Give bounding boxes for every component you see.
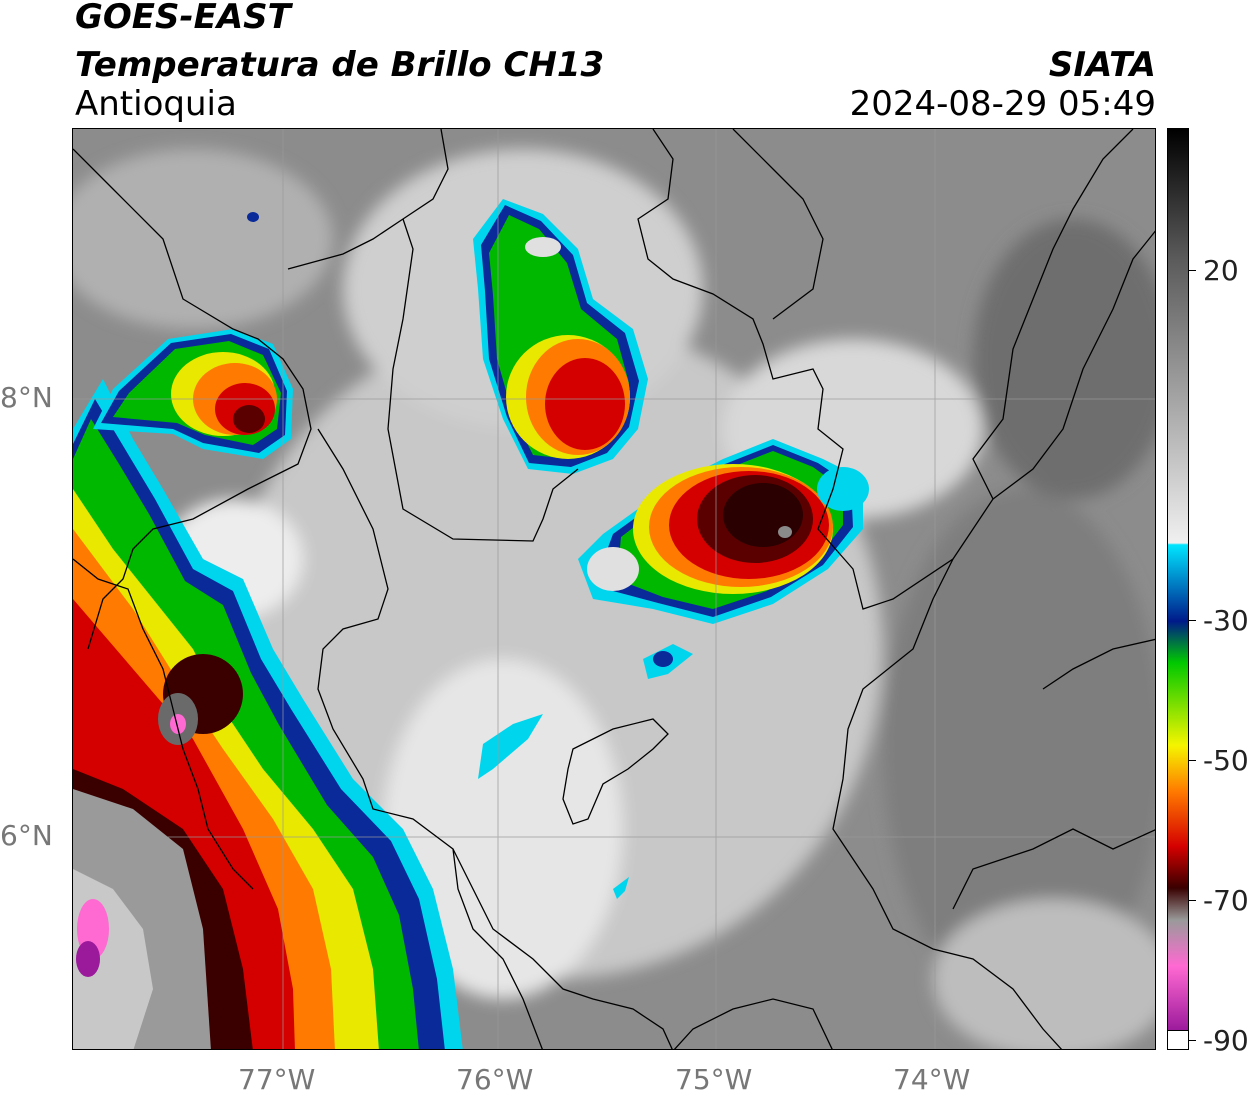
- boundaries: [73, 129, 1155, 1049]
- lon-tick-76W: 76°W: [456, 1063, 534, 1096]
- lon-tick-77W: 77°W: [238, 1063, 316, 1096]
- brightness-temperature-field: [73, 129, 1155, 1049]
- datetime-label: 2024-08-29 05:49: [849, 84, 1156, 124]
- product-title: Temperatura de Brillo CH13: [75, 45, 605, 85]
- lat-tick-6N: 6°N: [0, 819, 53, 852]
- coastal-storm-band: [73, 379, 463, 1049]
- satellite-map: [72, 128, 1156, 1050]
- colorbar-tick-20: 20: [1203, 254, 1239, 287]
- colorbar-tick-minus50: -50: [1203, 744, 1249, 777]
- colorbar: [1167, 128, 1189, 1050]
- colorbar-tick-minus70: -70: [1203, 884, 1249, 917]
- lon-tick-75W: 75°W: [675, 1063, 753, 1096]
- storm-north-central: [473, 199, 648, 474]
- lon-tick-74W: 74°W: [893, 1063, 971, 1096]
- lat-tick-8N: 8°N: [0, 381, 53, 414]
- small-cold-cells: [247, 212, 693, 899]
- colorbar-min-cap: [1168, 1029, 1188, 1049]
- storm-east: [578, 439, 869, 624]
- graticule: [73, 129, 1155, 1049]
- colorbar-tick-minus90: -90: [1203, 1024, 1249, 1057]
- region-label: Antioquia: [75, 84, 237, 124]
- satellite-title: GOES-EAST: [75, 0, 291, 37]
- colorbar-tick-minus30: -30: [1203, 604, 1249, 637]
- org-label: SIATA: [1048, 45, 1156, 85]
- storm-uraba: [93, 329, 293, 459]
